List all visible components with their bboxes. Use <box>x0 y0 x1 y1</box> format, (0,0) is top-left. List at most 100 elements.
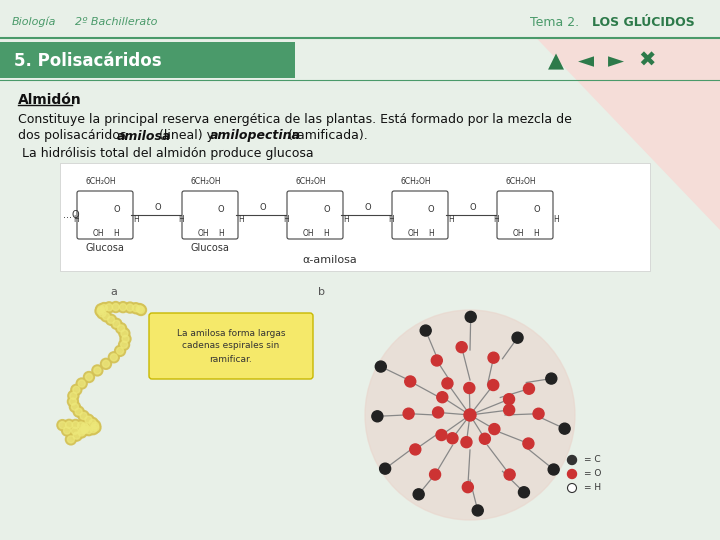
Circle shape <box>122 335 129 342</box>
Text: 5. Polisacáridos: 5. Polisacáridos <box>14 52 161 70</box>
Circle shape <box>101 359 112 369</box>
Text: 6CH₂OH: 6CH₂OH <box>191 178 221 186</box>
Circle shape <box>121 330 128 337</box>
Text: O: O <box>533 205 539 213</box>
Circle shape <box>108 352 120 363</box>
Text: O: O <box>154 204 161 213</box>
Circle shape <box>101 311 112 322</box>
Circle shape <box>88 424 99 435</box>
Circle shape <box>92 365 103 376</box>
Circle shape <box>68 436 74 443</box>
Circle shape <box>110 301 121 313</box>
Circle shape <box>110 354 117 361</box>
Text: = C: = C <box>584 456 600 464</box>
Circle shape <box>81 422 91 434</box>
Text: H: H <box>388 214 394 224</box>
FancyBboxPatch shape <box>392 191 448 239</box>
Circle shape <box>66 421 73 428</box>
Circle shape <box>119 328 130 339</box>
Circle shape <box>503 394 515 404</box>
Circle shape <box>480 433 490 444</box>
Text: OH: OH <box>93 228 104 238</box>
Circle shape <box>567 483 577 492</box>
Text: H: H <box>73 214 78 224</box>
Circle shape <box>81 423 88 430</box>
Text: ◄: ◄ <box>578 51 594 71</box>
Circle shape <box>75 408 82 415</box>
Text: 2º Bachillerato: 2º Bachillerato <box>75 17 158 27</box>
Circle shape <box>456 342 467 353</box>
FancyBboxPatch shape <box>149 313 313 379</box>
Circle shape <box>465 312 476 322</box>
Circle shape <box>102 313 109 320</box>
Circle shape <box>79 427 86 434</box>
Circle shape <box>106 314 117 325</box>
Polygon shape <box>500 0 720 230</box>
Text: LOS GLÚCIDOS: LOS GLÚCIDOS <box>592 16 695 29</box>
Text: Glucosa: Glucosa <box>191 243 230 253</box>
Circle shape <box>117 347 124 354</box>
Circle shape <box>90 426 96 433</box>
Text: H: H <box>283 214 289 224</box>
Circle shape <box>472 505 483 516</box>
Circle shape <box>85 416 92 423</box>
Circle shape <box>523 438 534 449</box>
Circle shape <box>78 410 89 421</box>
Text: O: O <box>259 204 266 213</box>
Circle shape <box>375 361 387 372</box>
Circle shape <box>79 424 90 435</box>
Circle shape <box>76 378 87 389</box>
Text: ▲: ▲ <box>548 51 564 71</box>
Text: OH: OH <box>303 228 315 238</box>
Circle shape <box>420 325 431 336</box>
Text: b: b <box>318 287 325 297</box>
Circle shape <box>567 456 577 464</box>
Circle shape <box>117 302 128 313</box>
Circle shape <box>405 376 415 387</box>
Circle shape <box>73 432 80 439</box>
Circle shape <box>379 463 391 474</box>
Text: La amilosa forma largas: La amilosa forma largas <box>176 328 285 338</box>
Circle shape <box>90 422 101 433</box>
FancyBboxPatch shape <box>77 191 133 239</box>
Circle shape <box>462 482 473 492</box>
Circle shape <box>365 310 575 520</box>
Circle shape <box>94 367 101 374</box>
Circle shape <box>87 417 98 428</box>
Circle shape <box>488 352 499 363</box>
Circle shape <box>86 374 92 381</box>
Circle shape <box>85 427 92 434</box>
Bar <box>0 0 720 38</box>
Text: H: H <box>178 214 184 224</box>
FancyBboxPatch shape <box>287 191 343 239</box>
Circle shape <box>413 489 424 500</box>
Circle shape <box>487 380 499 390</box>
Circle shape <box>91 422 99 429</box>
Circle shape <box>464 409 476 421</box>
Circle shape <box>461 437 472 448</box>
Circle shape <box>120 333 131 345</box>
Circle shape <box>117 325 125 332</box>
Circle shape <box>431 355 442 366</box>
Circle shape <box>79 421 90 432</box>
Circle shape <box>78 380 85 387</box>
Text: H: H <box>343 214 348 224</box>
Circle shape <box>132 305 140 312</box>
Circle shape <box>96 304 107 315</box>
Circle shape <box>69 401 81 413</box>
Text: O: O <box>323 205 330 213</box>
Circle shape <box>127 304 133 311</box>
Circle shape <box>437 392 448 403</box>
Circle shape <box>116 323 127 334</box>
Text: OH: OH <box>513 228 525 238</box>
Circle shape <box>59 422 66 429</box>
Circle shape <box>89 420 96 427</box>
Circle shape <box>99 310 106 317</box>
Circle shape <box>559 423 570 434</box>
Text: O: O <box>364 204 371 213</box>
Text: cadenas espirales sin: cadenas espirales sin <box>182 341 279 350</box>
Circle shape <box>130 303 141 314</box>
Text: amilosa: amilosa <box>117 130 171 143</box>
Circle shape <box>73 386 80 393</box>
Circle shape <box>69 426 81 436</box>
